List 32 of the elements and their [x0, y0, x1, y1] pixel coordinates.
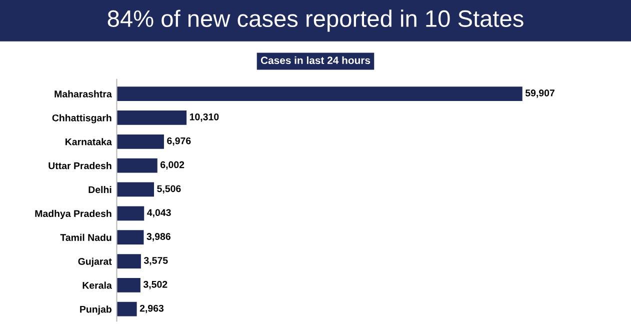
bar	[116, 86, 522, 101]
y-tick-label: Gujarat	[78, 258, 112, 267]
y-tick-label: Tamil Nadu	[60, 234, 112, 241]
data-label: 6,002	[160, 161, 184, 170]
y-tick-label: Kerala	[82, 282, 112, 289]
bar	[116, 230, 144, 245]
bar	[116, 278, 140, 292]
y-tick-label: Delhi	[88, 186, 112, 194]
data-label: 2,963	[140, 304, 164, 314]
bar	[116, 182, 154, 197]
data-label: 5,506	[157, 185, 181, 194]
y-tick-label: Maharashtra	[54, 90, 112, 98]
y-tick-label: Uttar Pradesh	[48, 162, 112, 170]
y-tick-label: Karnataka	[66, 138, 112, 146]
data-label: 10,310	[190, 113, 219, 122]
chart-title: 84% of new cases reported in 10 States	[108, 10, 524, 32]
bar	[116, 110, 187, 125]
bar	[116, 134, 164, 149]
data-label: 4,043	[147, 209, 171, 218]
y-tick-label: Punjab	[80, 306, 112, 315]
bar	[116, 302, 137, 316]
bar	[116, 206, 144, 221]
data-label: 6,976	[167, 137, 191, 146]
y-tick-label: Chhattisgarh	[52, 114, 112, 124]
data-label: 3,502	[143, 280, 168, 290]
chart-subtitle: Cases in last 24 hours	[260, 56, 370, 64]
data-label: 3,575	[144, 256, 168, 266]
data-label: 3,986	[146, 233, 170, 242]
y-tick-label: Madhya Pradesh	[35, 210, 112, 219]
bar	[116, 254, 141, 268]
bar	[116, 158, 158, 173]
data-label: 59,907	[525, 90, 554, 98]
